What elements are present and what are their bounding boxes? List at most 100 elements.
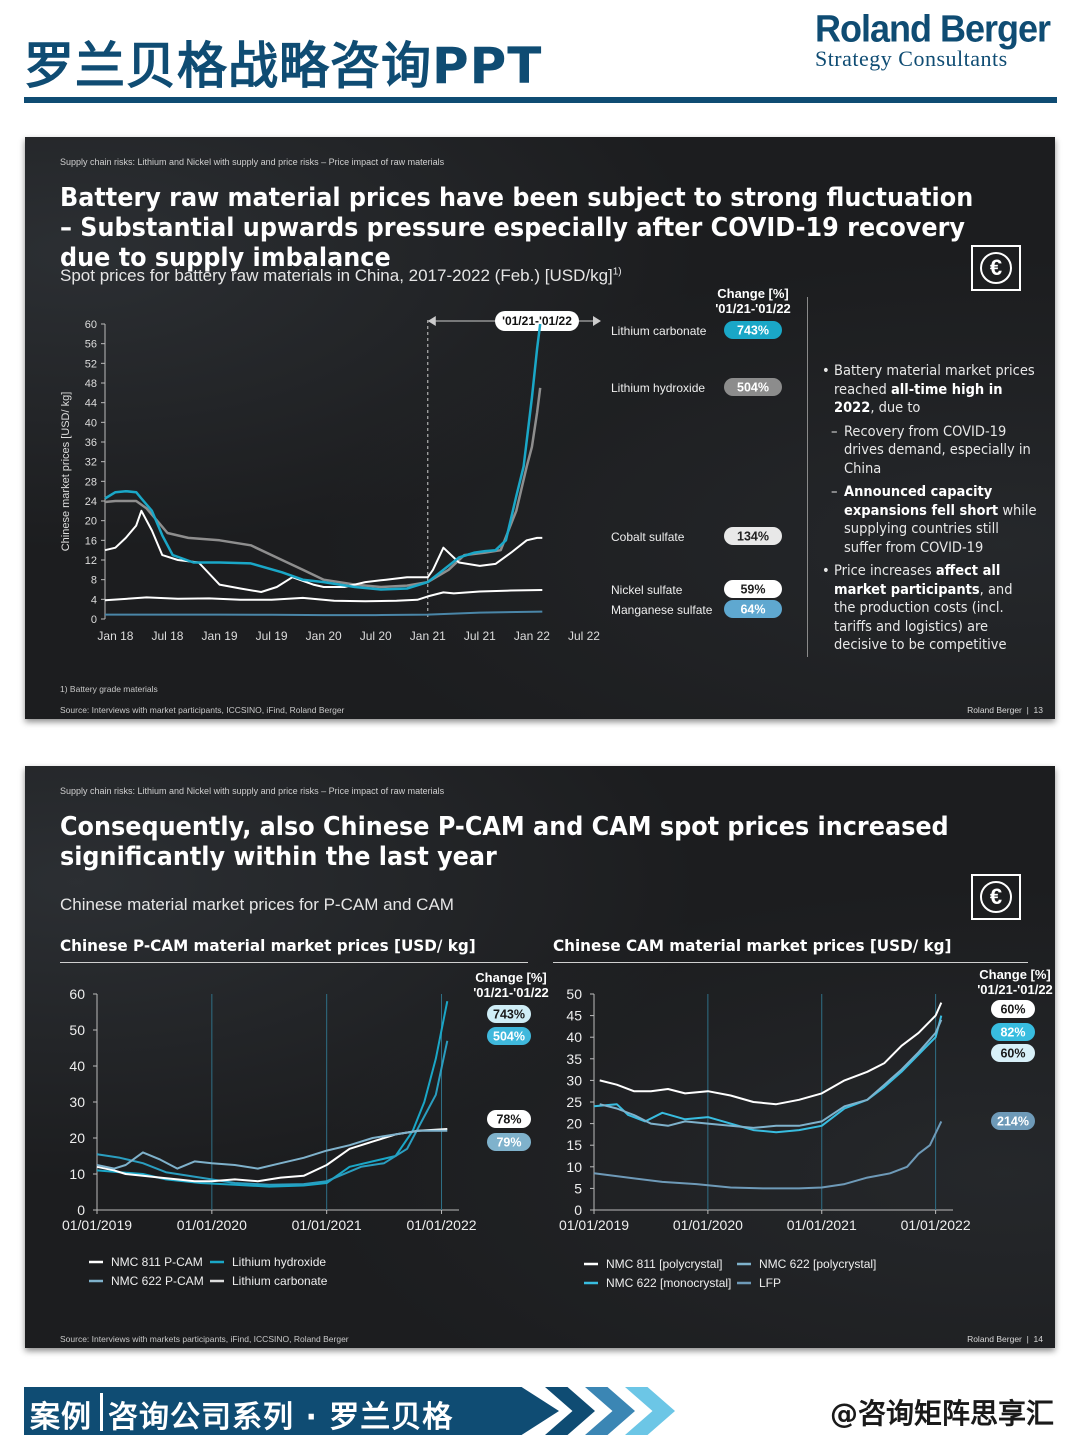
legend-label-nmc-622-polycrystal: NMC 622 [polycrystal] [759,1257,876,1271]
key-findings: Battery material market prices reached a… [822,362,1037,660]
pcam-panel-rule [60,962,528,963]
y-tick-label: 35 [566,1051,582,1067]
change-lithium-carbonate-pill [724,321,782,339]
x-tick-label: Jan 19 [202,629,238,643]
legend-label-lithium-hydroxide: Lithium carbonate [232,1274,328,1288]
source-note: Source: Interviews with markets particip… [60,1334,349,1344]
x-tick-label: Jul 22 [568,629,600,643]
series-line-cobalt-sulfate [104,509,543,593]
series-line-lithium-carbonate [96,1001,449,1188]
slide-raw-material-prices: Supply chain risks: Lithium and Nickel w… [25,137,1055,719]
x-tick-label: 01/01/2020 [673,1217,743,1233]
banner-separator [100,1393,103,1431]
change-period-header: '01/21-'01/22 [715,301,791,316]
change-lithium-hydroxide-pill [487,1027,531,1045]
y-tick-label: 10 [566,1159,582,1175]
series-line-lithium-carbonate [104,323,542,591]
series-line-nmc-622-polycrystal [599,1019,943,1129]
y-tick-label: 52 [85,358,97,370]
banner-label-case: 案例 [30,1400,92,1435]
change-nmc-622-p-cam-pill [487,1133,531,1151]
y-tick-label: 20 [566,1116,582,1132]
y-tick-label: 0 [77,1202,85,1218]
cam-panel-title: Chinese CAM material market prices [USD/… [553,936,952,955]
y-tick-label: 5 [574,1180,582,1196]
series-line-lfp [593,1120,943,1190]
y-tick-label: 36 [85,437,97,449]
change-header: Change [%] [717,286,789,301]
logo-subtitle: Strategy Consultants [814,46,1008,71]
x-tick-label: Jan 22 [514,629,550,643]
y-tick-label: 50 [566,986,582,1002]
x-tick-label: Jan 18 [97,629,133,643]
footnote-marker: 1) [612,266,622,278]
pcam-price-chart: 0 10 20 30 40 50 60 01/01/2019 01/01/2020 01/01/2… [62,970,549,1288]
slide-footer: Roland Berger | 13 [967,705,1043,715]
change-cobalt-sulfate-value: 134% [737,530,769,544]
change-manganese-sulfate-value: 64% [740,603,765,617]
banner-text: 案例 咨询公司系列 · 罗兰贝格 [30,1392,453,1436]
series-label-lithium-carbonate: Lithium carbonate [611,324,707,338]
bullet-all-time-high: Battery material market prices reached a… [822,362,1037,418]
y-tick-label: 0 [91,614,97,626]
legend-label-lithium-carbonate: Lithium hydroxide [232,1255,326,1269]
x-tick-label: Jul 20 [360,629,392,643]
banner-label-series: 咨询公司系列 · 罗兰贝格 [108,1400,454,1435]
cam-price-chart: 0 5 10 15 20 25 30 35 40 45 50 01/01/2019 01/01/2020… [559,967,1053,1290]
change-period-header: '01/21-'01/22 [473,985,549,1000]
chart-subtitle: Chinese material market prices for P-CAM… [60,895,454,914]
change-header: Change [%] [475,970,547,985]
arrow-right-icon [593,316,601,326]
series-line-nmc-811-polycrystal [599,1002,943,1106]
change-nmc-811-polycrystal-pill [991,1000,1035,1018]
x-tick-label: Jan 20 [306,629,342,643]
footnote: 1) Battery grade materials [60,684,158,694]
slide-title: Consequently, also Chinese P-CAM and CAM… [60,812,949,872]
bullet-price-increases: Price increases affect all market partic… [822,562,1037,655]
y-tick-label: 44 [85,398,97,410]
change-lithium-carbonate-value: 743% [493,1008,525,1022]
series-line-nmc-811-p-cam [96,1128,448,1183]
x-tick-label: Jul 21 [464,629,496,643]
change-nmc-811-p-cam-pill [487,1110,531,1128]
y-tick-label: 10 [69,1166,85,1182]
change-lfp-pill [991,1112,1035,1130]
y-tick-label: 25 [566,1094,582,1110]
change-nmc-811-polycrystal-value: 60% [1000,1003,1025,1017]
series-line-nickel-sulfate [104,589,543,603]
y-tick-label: 28 [85,476,97,488]
change-manganese-sulfate-pill [724,600,782,618]
y-tick-label: 20 [69,1130,85,1146]
author-handle: @咨询矩阵思享汇 [829,1397,1054,1430]
cam-panel-rule [553,962,1028,963]
pcam-panel-title: Chinese P-CAM material market prices [US… [60,936,476,955]
roland-berger-logo: Roland Berger Strategy Consultants [814,6,1051,72]
change-period-header: '01/21-'01/22 [977,982,1053,997]
legend-label-lfp: LFP [759,1276,781,1290]
y-tick-label: 32 [85,457,97,469]
logo-name: Roland Berger [814,6,1051,50]
breadcrumb: Supply chain risks: Lithium and Nickel w… [60,786,445,796]
y-tick-label: 45 [566,1008,582,1024]
change-lithium-hydroxide-pill [724,378,782,396]
legend-label-nmc-622-monocrystal: NMC 622 [monocrystal] [606,1276,731,1290]
arrow-left-icon [427,316,436,326]
series-banner [24,1387,559,1435]
legend-label-nmc-811-p-cam: NMC 811 P-CAM [111,1255,203,1269]
x-tick-label: 01/01/2021 [292,1217,362,1233]
slide-title: Battery raw material prices have been su… [60,183,974,273]
y-tick-label: 24 [85,496,97,508]
y-tick-label: 16 [85,535,97,547]
change-nmc-622-p-cam-value: 79% [496,1136,521,1150]
legend-label-nmc-622-p-cam: NMC 622 P-CAM [111,1274,204,1288]
x-tick-label: 01/01/2022 [901,1217,971,1233]
legend-label-nmc-811-polycrystal: NMC 811 [polycrystal] [606,1257,722,1271]
change-nmc-622-polycrystal-value: 60% [1000,1047,1025,1061]
y-tick-label: 40 [69,1058,85,1074]
y-axis-label: Chinese market prices [USD/ kg] [60,392,72,552]
change-header: Change [%] [979,967,1051,982]
x-tick-label: 01/01/2019 [62,1217,132,1233]
y-tick-label: 20 [85,516,97,528]
series-label-lithium-hydroxide: Lithium hydroxide [611,381,705,395]
